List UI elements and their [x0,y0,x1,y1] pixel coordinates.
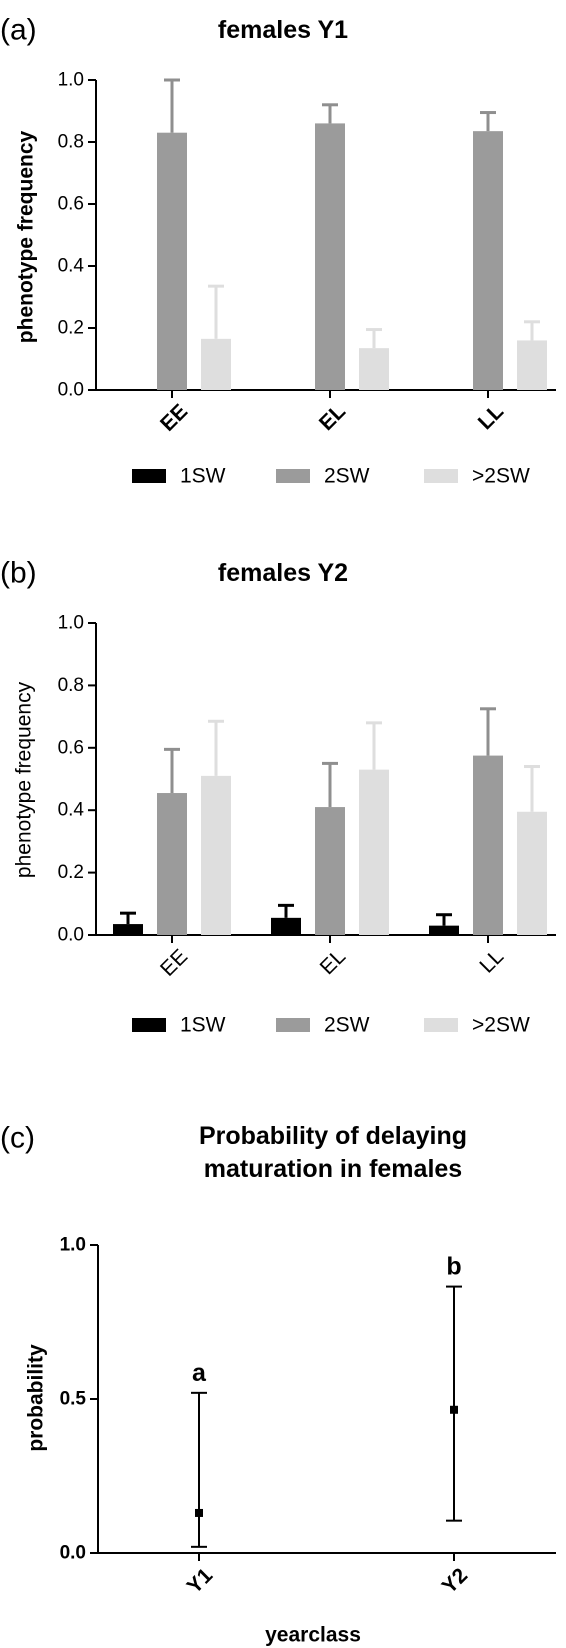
bar-EL->2SW [359,348,389,390]
bar-EE->2SW [201,775,231,935]
panel-0: (a) females Y1 0.0 0.2 0.4 0.6 0.8 1.0 phenotype… [0,14,556,488]
bar-EL->2SW [359,769,389,935]
y-tick-label: 0.2 [58,862,84,883]
bar-LL-2SW [473,131,503,390]
legend-swatch-2SW [276,1018,310,1032]
panel-1: (b) females Y2 0.0 0.2 0.4 0.6 0.8 1.0 phenotype… [0,557,556,1037]
data-point-Y1 [195,1508,203,1517]
legend-label: >2SW [472,1014,530,1037]
bar-EL-1SW [271,917,301,935]
chart-title-line-1: Probability of delaying [199,1122,467,1150]
chart-title: females Y2 [218,559,348,587]
chart-title-line-2: maturation in females [204,1155,462,1183]
legend-label: >2SW [472,465,530,488]
legend-swatch->2SW [424,1018,458,1032]
x-axis-label: yearclass [265,1624,361,1647]
y-tick-label: 0.0 [60,1543,86,1564]
y-tick-label: 1.0 [58,70,84,91]
y-tick-label: 0.4 [58,256,85,277]
y-tick-label: 0.5 [60,1389,87,1410]
y-tick-label: 0.4 [58,800,85,821]
legend-swatch-1SW [132,1018,166,1032]
legend-label: 1SW [180,1014,226,1037]
chart-title: females Y1 [218,16,348,44]
legend-swatch-1SW [132,469,166,483]
panel-letter: (c) [0,1122,35,1155]
legend-swatch->2SW [424,469,458,483]
y-tick-label: 0.0 [58,925,84,946]
y-axis-label: probability [25,1344,48,1452]
y-tick-label: 0.2 [58,318,84,339]
legend-label: 2SW [324,465,370,488]
y-tick-label: 0.0 [58,380,84,401]
panel-letter: (b) [0,557,37,590]
bar-LL-1SW [429,925,459,935]
panel-2: (c) Probability of delaying maturation in … [0,1122,556,1647]
y-tick-label: 0.6 [58,737,84,758]
bar-EE-1SW [113,924,143,935]
bar-LL->2SW [517,340,547,390]
significance-label: b [446,1253,461,1281]
bar-LL->2SW [517,811,547,935]
legend-label: 2SW [324,1014,370,1037]
bar-EE-2SW [157,132,187,390]
significance-label: a [192,1359,207,1387]
x-tick-label: EE [156,400,192,436]
data-point-Y2 [450,1405,458,1414]
y-tick-label: 0.8 [58,675,84,696]
y-tick-label: 0.6 [58,194,84,215]
y-tick-label: 0.8 [58,132,84,153]
legend-swatch-2SW [276,469,310,483]
bar-EL-2SW [315,123,345,391]
y-tick-label: 1.0 [58,613,84,634]
panel-letter: (a) [0,14,37,47]
bar-EE->2SW [201,338,231,390]
bar-EE-2SW [157,793,187,935]
x-tick-label: LL [475,945,508,978]
legend-label: 1SW [180,465,226,488]
y-axis-label: phenotype frequency [15,130,38,343]
x-tick-label: EE [156,945,192,981]
bar-LL-2SW [473,755,503,935]
x-tick-label: EL [315,400,350,435]
y-axis-label: phenotype frequency [13,681,36,878]
x-tick-label: LL [474,400,509,435]
y-tick-label: 1.0 [60,1235,86,1256]
bar-EL-2SW [315,807,345,935]
x-tick-label: Y2 [438,1564,472,1598]
x-tick-label: EL [316,945,350,979]
x-tick-label: Y1 [183,1564,218,1599]
